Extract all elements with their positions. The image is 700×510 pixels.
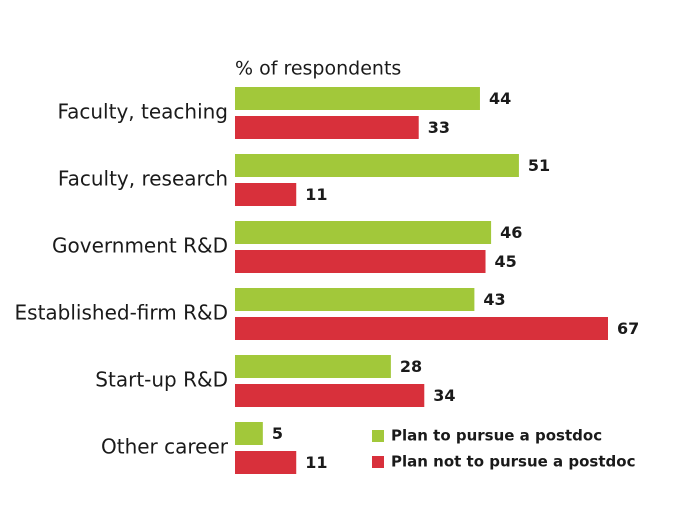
value-label: 28 xyxy=(400,357,422,376)
category-label: Established-firm R&D xyxy=(15,301,228,325)
legend-label: Plan to pursue a postdoc xyxy=(391,427,602,445)
legend-swatch xyxy=(372,456,384,468)
bar xyxy=(235,221,492,244)
value-label: 43 xyxy=(483,290,505,309)
bar xyxy=(235,317,608,340)
bar xyxy=(235,288,475,311)
bar xyxy=(235,451,297,474)
category-label: Faculty, teaching xyxy=(57,100,228,124)
value-label: 46 xyxy=(500,223,522,242)
bar xyxy=(235,384,425,407)
bar xyxy=(235,154,519,177)
value-label: 67 xyxy=(617,319,639,338)
bar xyxy=(235,183,297,206)
value-label: 5 xyxy=(272,424,283,443)
value-label: 51 xyxy=(528,156,550,175)
category-label: Other career xyxy=(101,435,229,459)
value-label: 44 xyxy=(489,89,511,108)
value-label: 33 xyxy=(428,118,450,137)
legend-swatch xyxy=(372,430,384,442)
value-label: 11 xyxy=(305,453,327,472)
bar xyxy=(235,116,419,139)
value-label: 45 xyxy=(495,252,517,271)
category-label: Start-up R&D xyxy=(95,368,228,392)
category-label: Government R&D xyxy=(52,234,228,258)
bar xyxy=(235,422,263,445)
bar xyxy=(235,250,486,273)
category-label: Faculty, research xyxy=(58,167,228,191)
value-label: 34 xyxy=(433,386,455,405)
value-label: 11 xyxy=(305,185,327,204)
legend-label: Plan not to pursue a postdoc xyxy=(391,453,635,471)
bar xyxy=(235,355,391,378)
chart-subtitle: % of respondents xyxy=(235,58,401,80)
bar xyxy=(235,87,480,110)
